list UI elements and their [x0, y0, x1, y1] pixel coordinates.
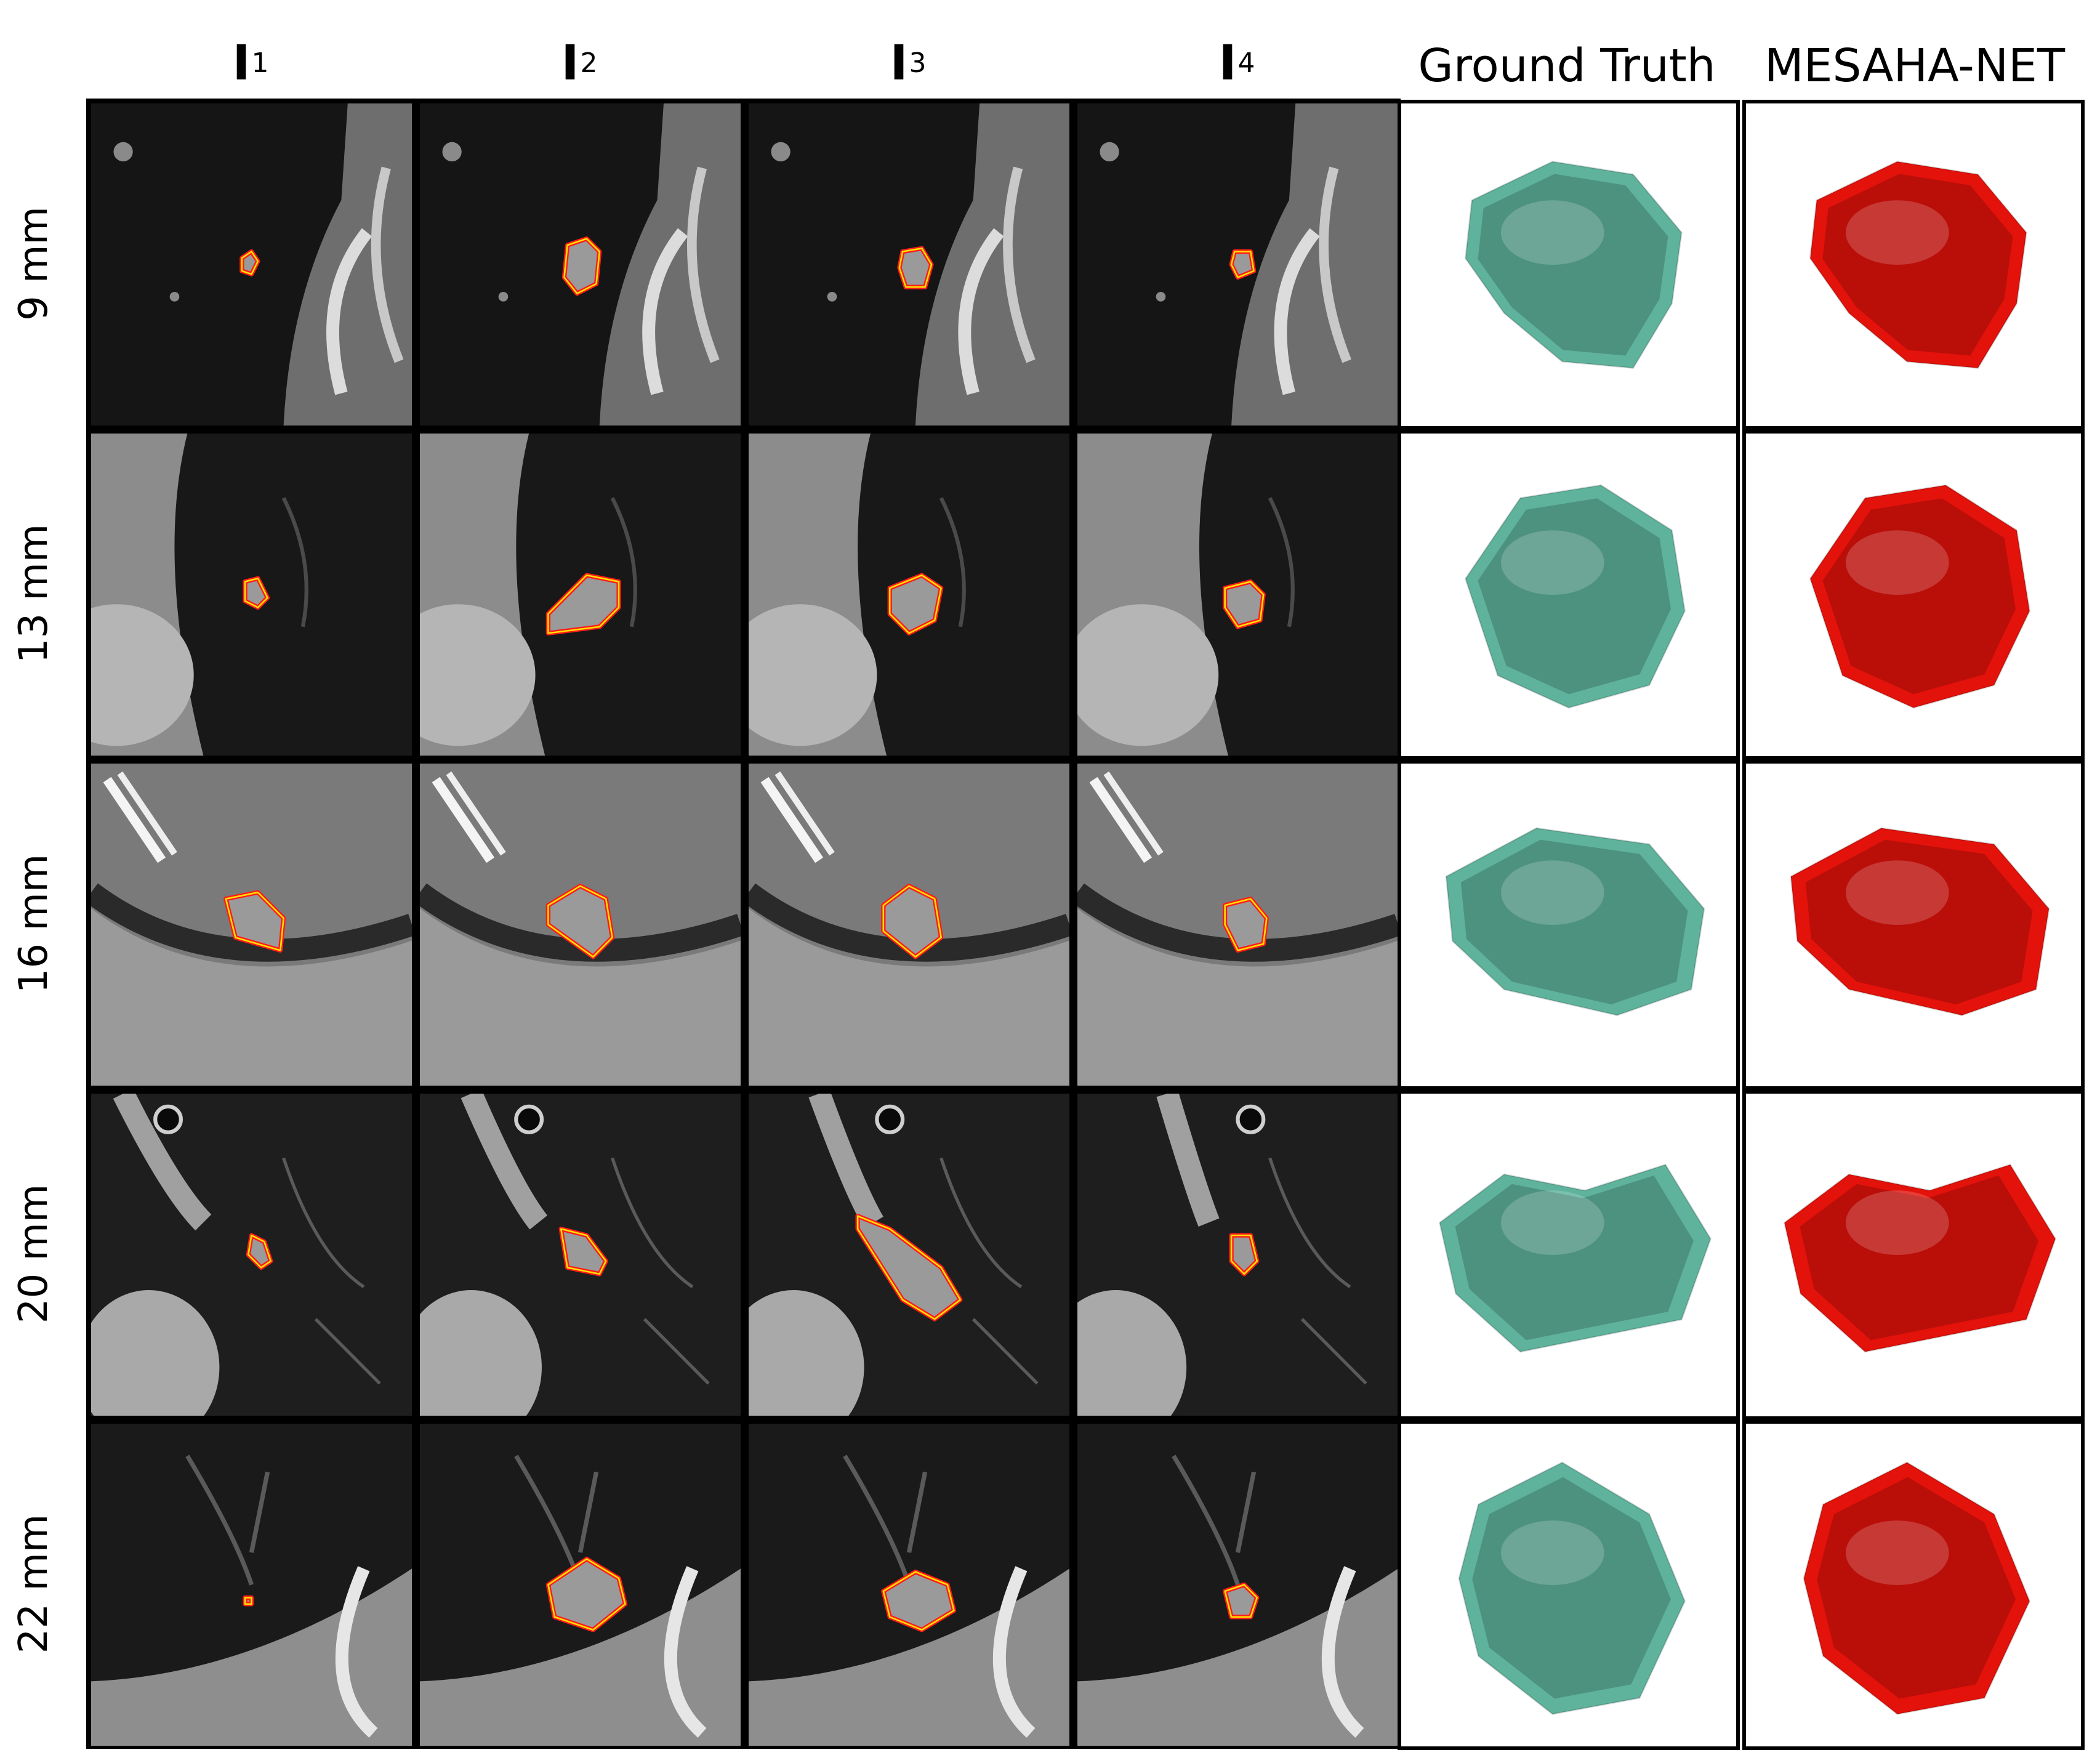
- ct-slice-image: [420, 764, 741, 1086]
- ct-slice-image: [91, 103, 412, 426]
- ct-slice-image: [91, 1094, 412, 1416]
- ct-slice-image: [1077, 1424, 1398, 1746]
- ct-slice-image: [420, 1424, 741, 1746]
- row-label-16mm: 16 mm: [11, 853, 57, 994]
- ground-truth-mesh: [1438, 1163, 1712, 1353]
- mesaha-net-mesh-render: [1742, 1090, 2085, 1420]
- ct-slice-image: [749, 764, 1069, 1086]
- ct-slice-image: [1077, 103, 1398, 426]
- ground-truth-mesh: [1464, 160, 1683, 369]
- ct-image-grid: [86, 99, 1401, 1749]
- ct-slice-image: [749, 1094, 1069, 1416]
- ground-truth-mesh-render: [1398, 430, 1740, 760]
- mesaha-net-mesh-render: [1742, 100, 2085, 430]
- ct-slice-image: [749, 1424, 1069, 1746]
- column-header-ground-truth: Ground Truth: [1418, 39, 1716, 92]
- mesaha-net-mesh: [1803, 1461, 2031, 1715]
- ct-slice-image: [1077, 1094, 1398, 1416]
- mesaha-net-mesh-render: [1742, 1420, 2085, 1750]
- ct-slice-image: [91, 1424, 412, 1746]
- ground-truth-mesh: [1445, 827, 1705, 1017]
- ground-truth-mesh-render: [1398, 1420, 1740, 1750]
- row-label-13mm: 13 mm: [11, 523, 57, 664]
- ct-slice-image: [1077, 764, 1398, 1086]
- ct-slice-image: [91, 434, 412, 756]
- ct-slice-image: [91, 764, 412, 1086]
- mesaha-net-mesh-render: [1742, 430, 2085, 760]
- column-header-mesaha-net: MESAHA-NET: [1764, 39, 2066, 92]
- row-label-9mm: 9 mm: [11, 206, 57, 321]
- ct-slice-image: [1077, 434, 1398, 756]
- mesaha-net-mesh: [1809, 484, 2030, 709]
- mesaha-net-mesh-render: [1742, 760, 2085, 1090]
- ct-slice-image: [749, 103, 1069, 426]
- ground-truth-mesh-render: [1398, 1090, 1740, 1420]
- ct-slice-image: [749, 434, 1069, 756]
- mesaha-net-mesh: [1790, 827, 2050, 1017]
- ct-slice-image: [420, 103, 741, 426]
- row-label-22mm: 22 mm: [11, 1514, 57, 1654]
- ground-truth-mesh-render: [1398, 760, 1740, 1090]
- ground-truth-mesh: [1464, 484, 1686, 709]
- ct-slice-image: [420, 1094, 741, 1416]
- ct-slice-image: [420, 434, 741, 756]
- ground-truth-mesh-render: [1398, 100, 1740, 430]
- mesaha-net-mesh: [1783, 1163, 2057, 1353]
- ground-truth-mesh: [1458, 1461, 1686, 1715]
- mesaha-net-mesh: [1809, 160, 2027, 369]
- row-label-20mm: 20 mm: [11, 1184, 57, 1324]
